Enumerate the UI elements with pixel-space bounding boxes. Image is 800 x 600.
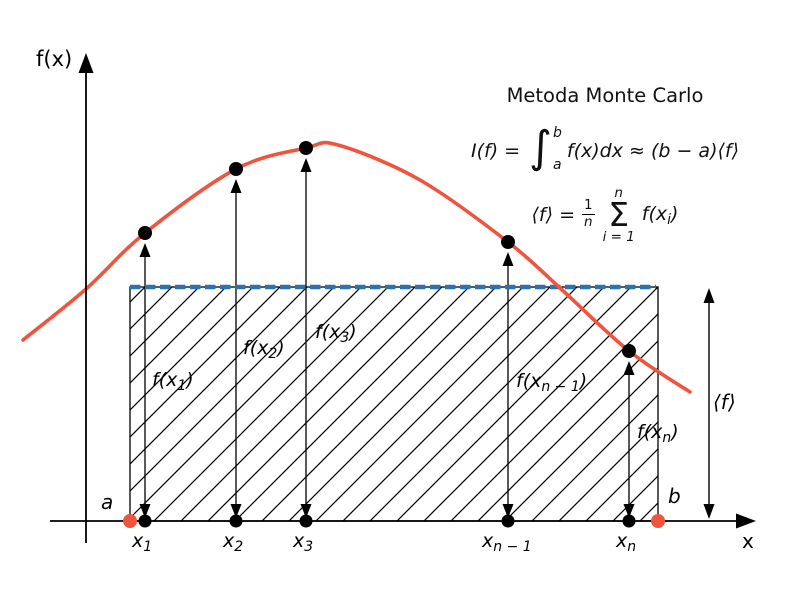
endpoint-b-marker (651, 514, 665, 528)
curve-sample-dot (299, 141, 313, 155)
sample-arrow-up-head (300, 158, 312, 172)
integral-upper-limit: b (553, 125, 562, 141)
fraction-denominator: n (582, 213, 595, 230)
f-value-label: f(xn) (637, 421, 679, 446)
axis-sample-dot (138, 514, 152, 528)
sample-arrow-down-head (230, 504, 242, 518)
sum-upper-limit: n (614, 184, 623, 201)
x-axis-arrowhead (736, 513, 756, 529)
sample-arrow-down-head (139, 504, 151, 518)
sample-arrow-up-head (139, 243, 151, 257)
b-label: b (668, 484, 681, 508)
axis-sample-dot (299, 514, 313, 528)
integral-rhs: f(x)dx ≈ (b − a)⟨f⟩ (566, 140, 739, 162)
sample-arrow-down-head (300, 504, 312, 518)
curve-sample-dot (622, 344, 636, 358)
f-value-label: f(x1) (152, 369, 194, 394)
a-label: a (101, 490, 113, 514)
sample-arrow-up-head (502, 252, 514, 266)
mean-rhs-sub: i (667, 211, 672, 228)
integral-sign-icon: ∫ (529, 122, 552, 174)
x-tick-label: xn (615, 530, 636, 555)
mean-height-arrow-up-head (703, 288, 715, 303)
sum-lower-limit: i = 1 (602, 228, 635, 245)
figure-title: Metoda Monte Carlo (506, 84, 704, 107)
endpoint-a-marker (123, 514, 137, 528)
mean-formula: ⟨f⟩ = 1 n n Σ i = 1 f(xi) (440, 184, 770, 246)
f-value-label: f(xn − 1) (516, 370, 587, 395)
integral-limits: b a (553, 125, 562, 173)
axis-sample-dot (622, 514, 636, 528)
function-curve (21, 140, 692, 394)
sample-arrow-up-head (623, 361, 635, 375)
summation: n Σ i = 1 (603, 186, 635, 244)
sample-arrow-up-head (230, 179, 242, 193)
f-value-label: f(x3) (315, 321, 357, 346)
mean-value-label: ⟨f⟩ (713, 390, 736, 414)
integral-lhs: I(f) = (470, 140, 521, 162)
curve-sample-dot (138, 226, 152, 240)
x-axis-label: x (742, 529, 754, 553)
x-tick-label: x2 (222, 530, 243, 555)
curve-sample-dot (501, 235, 515, 249)
y-axis-arrowhead (78, 53, 94, 73)
f-value-label: f(x2) (243, 337, 285, 362)
integral-formula: I(f) = ∫ b a f(x)dx ≈ (b − a)⟨f⟩ (425, 125, 785, 177)
y-axis-label: f(x) (36, 47, 72, 71)
x-tick-label: x1 (131, 530, 152, 555)
sigma-icon: Σ (608, 195, 630, 235)
x-tick-label: x3 (292, 530, 313, 555)
fraction-numerator: 1 (583, 196, 593, 213)
axis-sample-dot (501, 514, 515, 528)
mean-height-arrow-down-head (703, 504, 715, 519)
curve-sample-dot (229, 162, 243, 176)
sample-arrow-down-head (502, 504, 514, 518)
mean-lhs: ⟨f⟩ = (531, 204, 575, 226)
mean-rhs-post: ) (671, 202, 679, 225)
one-over-n-fraction: 1 n (582, 196, 595, 230)
x-tick-label: xn − 1 (481, 530, 532, 555)
mean-rhs: f(xi) (642, 203, 679, 228)
integration-area-hatch (130, 287, 658, 521)
integral-lower-limit: a (553, 157, 562, 173)
mean-rhs-pre: f(x (641, 202, 668, 225)
axis-sample-dot (229, 514, 243, 528)
sample-arrow-down-head (623, 504, 635, 518)
